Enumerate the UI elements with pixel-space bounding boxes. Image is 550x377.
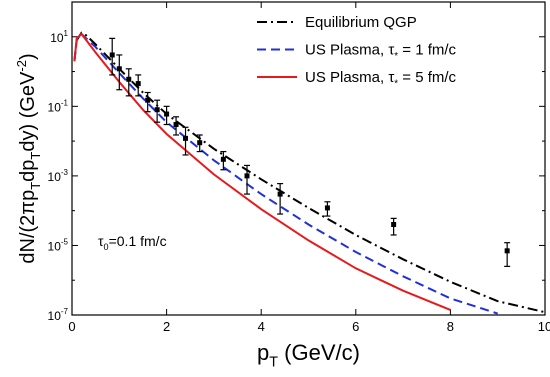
- data-point: [324, 205, 330, 211]
- y-tick-exp: -3: [61, 168, 69, 177]
- data-point: [183, 135, 189, 141]
- legend-label-part: = 1 fm/c: [398, 42, 456, 59]
- y-tick-base: 10: [48, 100, 62, 114]
- x-tick-label: 0: [68, 319, 75, 334]
- annotation-part: 0: [104, 242, 109, 252]
- x-tick-label: 4: [258, 319, 265, 334]
- legend-label: Equilibrium QGP: [305, 14, 417, 31]
- y-axis-title-part: -2: [14, 60, 29, 72]
- annotation-part: τ: [98, 233, 104, 249]
- annotation-part: =0.1 fm/c: [109, 233, 167, 249]
- plot-area: [73, 31, 545, 315]
- plot-frame: [71, 1, 546, 316]
- legend-label-part: Equilibrium QGP: [305, 14, 417, 31]
- y-tick-label: 10-3: [48, 168, 69, 184]
- y-tick-exp: -5: [61, 237, 69, 246]
- y-axis-title-part: dN/(2πp: [17, 190, 39, 264]
- y-axis-title-part: dy) (GeV: [17, 71, 39, 152]
- data-point: [173, 122, 179, 128]
- y-axis-title-part: dp: [17, 160, 39, 182]
- x-tick-label: 2: [163, 319, 170, 334]
- x-tick-label: 10: [538, 319, 550, 334]
- x-tick-label: 6: [352, 319, 359, 334]
- y-axis-title: dN/(2πpTdpTdy) (GeV-2): [14, 53, 43, 263]
- legend-label-part: US Plasma, τ: [305, 69, 394, 86]
- data-point: [391, 222, 397, 228]
- y-axis-title-part: T: [28, 182, 43, 190]
- data-point: [164, 111, 170, 117]
- legend-label-part: *: [394, 51, 398, 62]
- data-point: [277, 191, 283, 197]
- data-point: [244, 173, 250, 179]
- legend-label: US Plasma, τ* = 5 fm/c: [305, 69, 457, 90]
- y-tick-exp: -7: [61, 307, 69, 316]
- x-axis-title-part: T: [269, 355, 278, 371]
- annotation: τ0=0.1 fm/c: [98, 233, 167, 252]
- data-point: [135, 81, 141, 87]
- y-tick-base: 10: [48, 170, 62, 184]
- y-tick-label: 10-1: [48, 98, 69, 114]
- y-tick-exp: 1: [64, 29, 69, 38]
- y-axis-title-part: ): [17, 53, 39, 60]
- x-axis-title-part: (GeV/c): [278, 340, 360, 365]
- x-axis-title: pT (GeV/c): [257, 340, 360, 371]
- x-axis-title-part: p: [257, 340, 269, 365]
- data-point: [145, 97, 151, 103]
- legend-label-part: *: [394, 79, 398, 90]
- legend-label-part: = 5 fm/c: [398, 69, 456, 86]
- legend-label: US Plasma, τ* = 1 fm/c: [305, 42, 457, 63]
- data-point: [126, 76, 132, 82]
- x-tick-label: 8: [447, 319, 454, 334]
- data-point: [109, 52, 115, 58]
- legend-label-part: US Plasma, τ: [305, 42, 394, 59]
- y-tick-base: 10: [50, 31, 64, 45]
- data-point: [197, 140, 203, 146]
- data-point: [220, 156, 226, 162]
- y-tick-exp: -1: [61, 98, 69, 107]
- y-tick-label: 10-7: [48, 307, 69, 323]
- data-point: [154, 107, 160, 113]
- data-point: [504, 248, 510, 254]
- y-tick-base: 10: [48, 309, 62, 323]
- y-tick-label: 101: [50, 29, 68, 45]
- y-axis-title-part: T: [28, 152, 43, 160]
- y-tick-base: 10: [48, 239, 62, 253]
- data-point: [116, 66, 122, 72]
- y-tick-label: 10-5: [48, 237, 69, 253]
